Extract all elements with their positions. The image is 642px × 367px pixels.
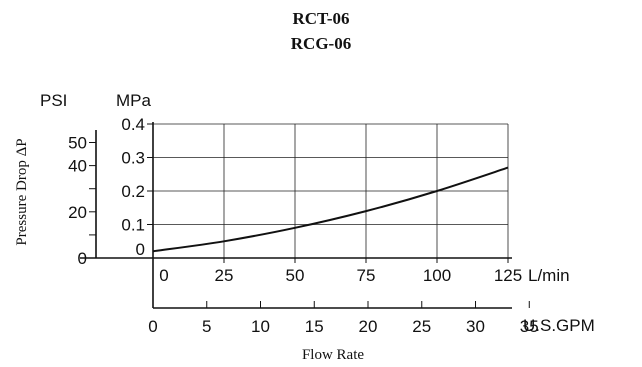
gpm-tick-label-1: 5 — [202, 317, 211, 336]
lpm-unit-label: L/min — [528, 266, 570, 285]
mpa-unit-label: MPa — [116, 91, 152, 110]
psi-tick-label-2: 20 — [68, 203, 87, 222]
psi-tick-label-5: 50 — [68, 134, 87, 153]
mpa-tick-label-1: 0.1 — [121, 216, 145, 235]
tick-labels: 0 0.1 0.2 0.3 0.4 0 20 40 50 0 25 50 75 100 125 0 5 10 15 2… — [68, 115, 539, 336]
mpa-tick-label-4: 0.4 — [121, 115, 145, 134]
y-axis-title: Pressure Drop ΔP — [14, 138, 30, 245]
gpm-tick-label-7: 35 — [520, 317, 539, 336]
tick-marks — [89, 123, 530, 308]
gpm-tick-label-2: 10 — [251, 317, 270, 336]
gpm-tick-label-3: 15 — [305, 317, 324, 336]
mpa-tick-label-0: 0 — [136, 240, 145, 259]
series-group — [152, 166, 509, 253]
x-axis-title: Flow Rate — [302, 347, 364, 363]
lpm-tick-label-5: 125 — [494, 266, 522, 285]
lpm-tick-label-1: 25 — [215, 266, 234, 285]
chart-title-line-2: RCG-06 — [291, 34, 351, 53]
gpm-tick-label-5: 25 — [412, 317, 431, 336]
axes — [80, 122, 512, 309]
gpm-unit-label: U.S.GPM — [523, 316, 595, 335]
series-line-0 — [152, 166, 509, 253]
gpm-tick-label-0: 0 — [148, 317, 157, 336]
mpa-tick-label-2: 0.2 — [121, 182, 145, 201]
lpm-tick-label-3: 75 — [357, 266, 376, 285]
mpa-tick-label-3: 0.3 — [121, 149, 145, 168]
psi-tick-label-4: 40 — [68, 157, 87, 176]
lpm-tick-label-2: 50 — [286, 266, 305, 285]
lpm-tick-label-0: 0 — [159, 266, 168, 285]
grid-lines — [153, 123, 509, 258]
gpm-tick-label-4: 20 — [359, 317, 378, 336]
psi-unit-label: PSI — [40, 91, 67, 110]
psi-tick-label-0: 0 — [78, 249, 87, 268]
chart-title-line-1: RCT-06 — [293, 9, 350, 28]
gpm-tick-label-6: 30 — [466, 317, 485, 336]
lpm-tick-label-4: 100 — [423, 266, 451, 285]
